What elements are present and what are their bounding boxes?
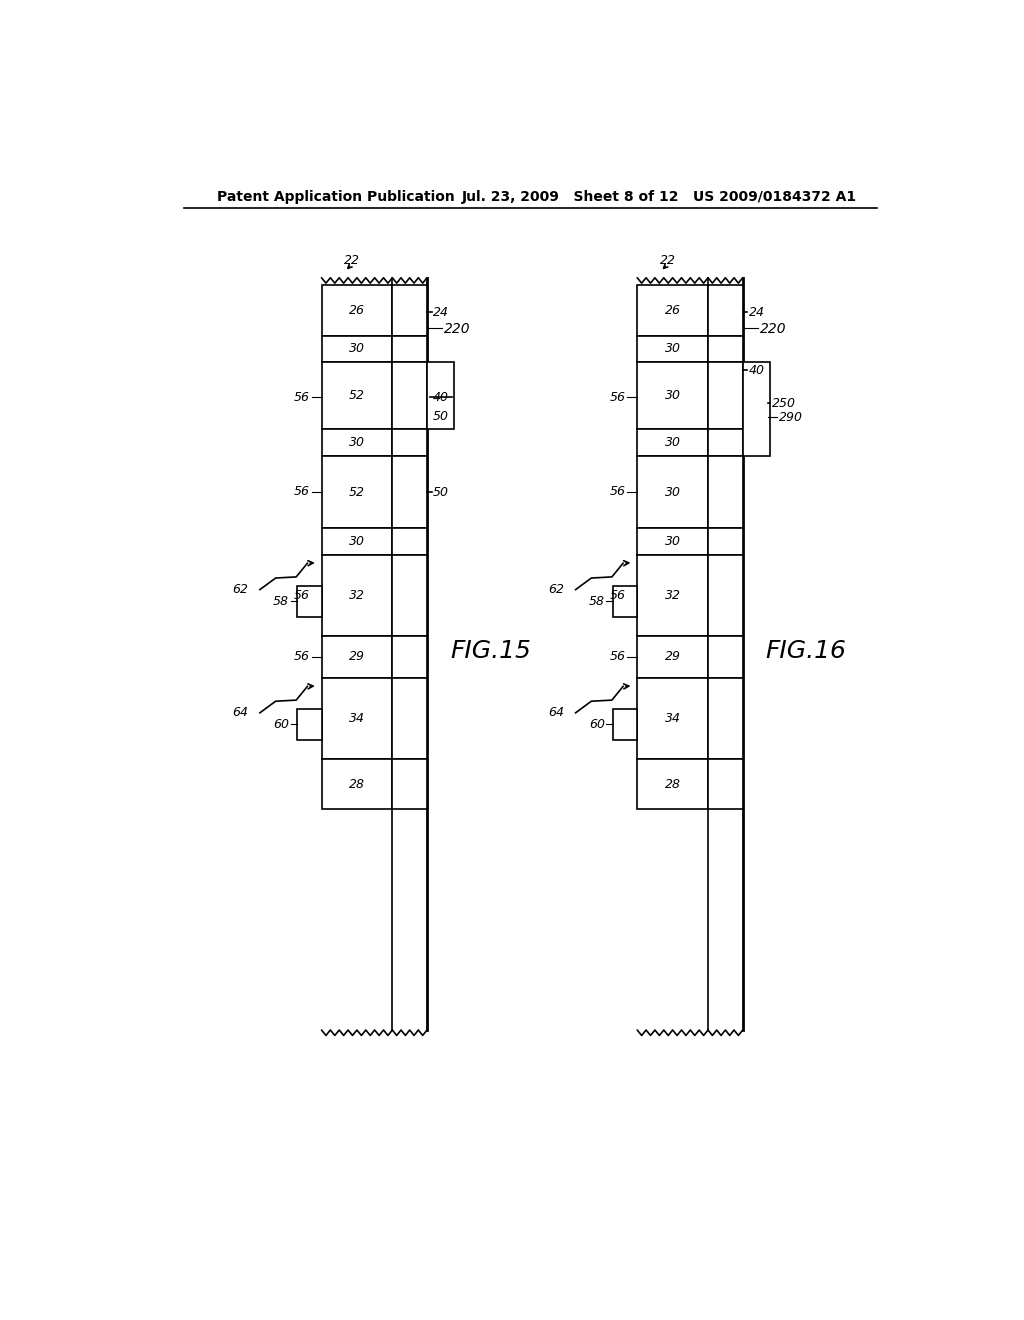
Text: 30: 30: [665, 437, 681, 449]
Text: 56: 56: [609, 391, 626, 404]
Text: 56: 56: [294, 589, 310, 602]
Text: 26: 26: [349, 304, 365, 317]
Text: 56: 56: [609, 486, 626, 499]
Text: 58: 58: [273, 594, 289, 607]
Bar: [708, 678, 742, 759]
Bar: [322, 285, 392, 335]
Text: 30: 30: [349, 437, 365, 449]
Text: 30: 30: [665, 535, 681, 548]
Bar: [392, 429, 427, 457]
Text: 56: 56: [294, 486, 310, 499]
Text: 26: 26: [665, 304, 681, 317]
Bar: [612, 709, 637, 739]
Bar: [637, 429, 708, 457]
Bar: [637, 554, 708, 636]
Bar: [708, 429, 742, 457]
Bar: [637, 457, 708, 528]
Bar: [322, 759, 392, 809]
Bar: [708, 457, 742, 528]
Text: 52: 52: [349, 486, 365, 499]
Bar: [322, 457, 392, 528]
Bar: [637, 528, 708, 554]
Bar: [322, 429, 392, 457]
Text: 64: 64: [232, 706, 249, 719]
Text: 32: 32: [349, 589, 365, 602]
Text: 29: 29: [349, 651, 365, 664]
Text: 28: 28: [665, 777, 681, 791]
Bar: [708, 636, 742, 678]
Text: 29: 29: [665, 651, 681, 664]
Text: 64: 64: [548, 706, 564, 719]
Text: 28: 28: [349, 777, 365, 791]
Bar: [708, 528, 742, 554]
Bar: [297, 586, 322, 616]
Text: 30: 30: [665, 486, 681, 499]
Text: FIG.16: FIG.16: [766, 639, 847, 663]
Text: 56: 56: [294, 391, 310, 404]
Text: 56: 56: [609, 651, 626, 664]
Text: 62: 62: [232, 583, 249, 597]
Text: Patent Application Publication: Patent Application Publication: [217, 190, 455, 203]
Text: 50: 50: [433, 486, 450, 499]
Bar: [708, 335, 742, 363]
Bar: [392, 457, 427, 528]
Text: 56: 56: [609, 589, 626, 602]
Text: 34: 34: [349, 711, 365, 725]
Text: 30: 30: [665, 389, 681, 403]
Text: 24: 24: [433, 306, 450, 319]
Bar: [612, 586, 637, 616]
Bar: [322, 678, 392, 759]
Text: 220: 220: [760, 322, 786, 337]
Bar: [742, 363, 770, 457]
Text: 40: 40: [749, 363, 765, 376]
Text: 50: 50: [432, 409, 449, 422]
Text: 34: 34: [665, 711, 681, 725]
Text: 56: 56: [294, 651, 310, 664]
Text: 60: 60: [589, 718, 605, 731]
Text: 32: 32: [665, 589, 681, 602]
Bar: [392, 554, 427, 636]
Text: 24: 24: [749, 306, 765, 319]
Text: 40: 40: [432, 391, 449, 404]
Bar: [637, 285, 708, 335]
Bar: [322, 528, 392, 554]
Text: 22: 22: [344, 255, 360, 268]
Text: 220: 220: [444, 322, 471, 337]
Bar: [392, 528, 427, 554]
Text: 30: 30: [349, 342, 365, 355]
Text: 250: 250: [772, 397, 796, 409]
Text: 30: 30: [665, 342, 681, 355]
Bar: [297, 709, 322, 739]
Bar: [322, 554, 392, 636]
Bar: [427, 363, 454, 429]
Text: 58: 58: [589, 594, 605, 607]
Text: 62: 62: [548, 583, 564, 597]
Text: 290: 290: [779, 411, 803, 424]
Bar: [392, 759, 427, 809]
Text: 52: 52: [349, 389, 365, 403]
Bar: [708, 363, 742, 429]
Bar: [322, 363, 392, 429]
Bar: [708, 759, 742, 809]
Bar: [322, 335, 392, 363]
Bar: [392, 335, 427, 363]
Bar: [637, 363, 708, 429]
Text: 60: 60: [273, 718, 289, 731]
Text: Jul. 23, 2009   Sheet 8 of 12: Jul. 23, 2009 Sheet 8 of 12: [462, 190, 679, 203]
Bar: [708, 554, 742, 636]
Text: FIG.15: FIG.15: [451, 639, 531, 663]
Bar: [637, 759, 708, 809]
Bar: [637, 636, 708, 678]
Bar: [322, 636, 392, 678]
Bar: [708, 285, 742, 335]
Bar: [392, 678, 427, 759]
Bar: [637, 678, 708, 759]
Bar: [392, 636, 427, 678]
Text: US 2009/0184372 A1: US 2009/0184372 A1: [692, 190, 856, 203]
Text: 30: 30: [349, 535, 365, 548]
Bar: [392, 285, 427, 335]
Text: 22: 22: [660, 255, 676, 268]
Bar: [637, 335, 708, 363]
Bar: [392, 363, 427, 429]
